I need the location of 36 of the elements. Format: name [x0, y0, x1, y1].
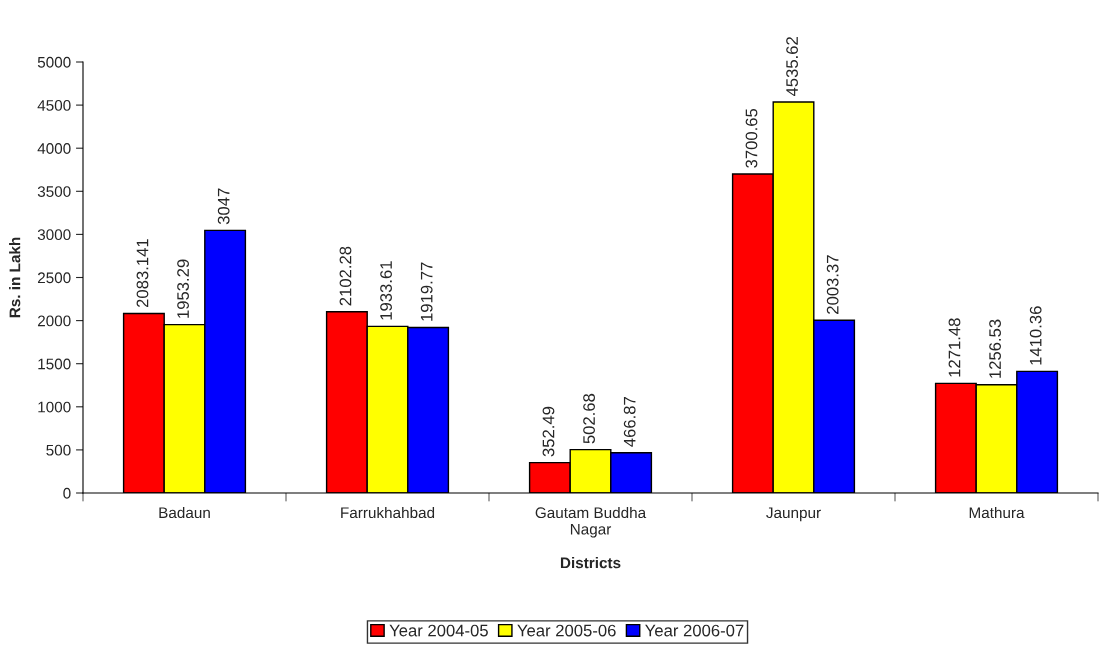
y-axis-title: Rs. in Lakh [9, 237, 21, 318]
y-tick-label: 2000 [37, 315, 71, 327]
data-label: 2102.28 [339, 246, 352, 306]
data-label: 1953.29 [177, 259, 189, 318]
data-label: 3700.65 [745, 108, 758, 168]
data-label: 466.87 [623, 397, 636, 447]
x-axis-title: Districts [560, 557, 621, 569]
x-tick-label: Mathura [969, 506, 1025, 519]
x-tick-label: Gautam Buddha Nagar [535, 506, 647, 538]
data-label: 1256.53 [989, 319, 1001, 378]
y-tick-label: 1500 [38, 358, 71, 370]
y-tick-label: 3000 [37, 229, 71, 241]
x-tick-label: Farrukhahbad [341, 506, 435, 519]
y-tick-label: 2500 [37, 272, 71, 284]
y-tick-label: 5000 [37, 56, 71, 68]
y-tick-label: 1000 [38, 401, 71, 413]
y-tick-label: 500 [46, 444, 71, 456]
data-label: 1919.77 [420, 262, 433, 321]
data-label: 2083.141 [136, 239, 149, 308]
y-tick-label: 4000 [37, 143, 71, 154]
data-label: 352.49 [542, 406, 555, 457]
data-label: 1410.36 [1029, 306, 1042, 365]
data-label: 4535.62 [786, 37, 798, 97]
y-tick-label: 4500 [37, 99, 71, 111]
legend-label: Year 2006-07 [645, 624, 744, 637]
data-label: 502.68 [583, 393, 595, 444]
legend-label: Year 2005-06 [517, 624, 616, 637]
data-label: 1271.48 [948, 318, 961, 377]
data-label: 3047 [217, 188, 230, 225]
y-tick-label: 0 [63, 487, 71, 499]
data-label: 2003.37 [826, 255, 839, 314]
y-tick-label: 3500 [37, 186, 71, 197]
legend-label: Year 2004-05 [389, 624, 488, 637]
x-tick-label: Jaunpur [766, 507, 821, 522]
x-tick-label: Badaun [159, 506, 210, 519]
data-label: 1933.61 [380, 261, 392, 320]
